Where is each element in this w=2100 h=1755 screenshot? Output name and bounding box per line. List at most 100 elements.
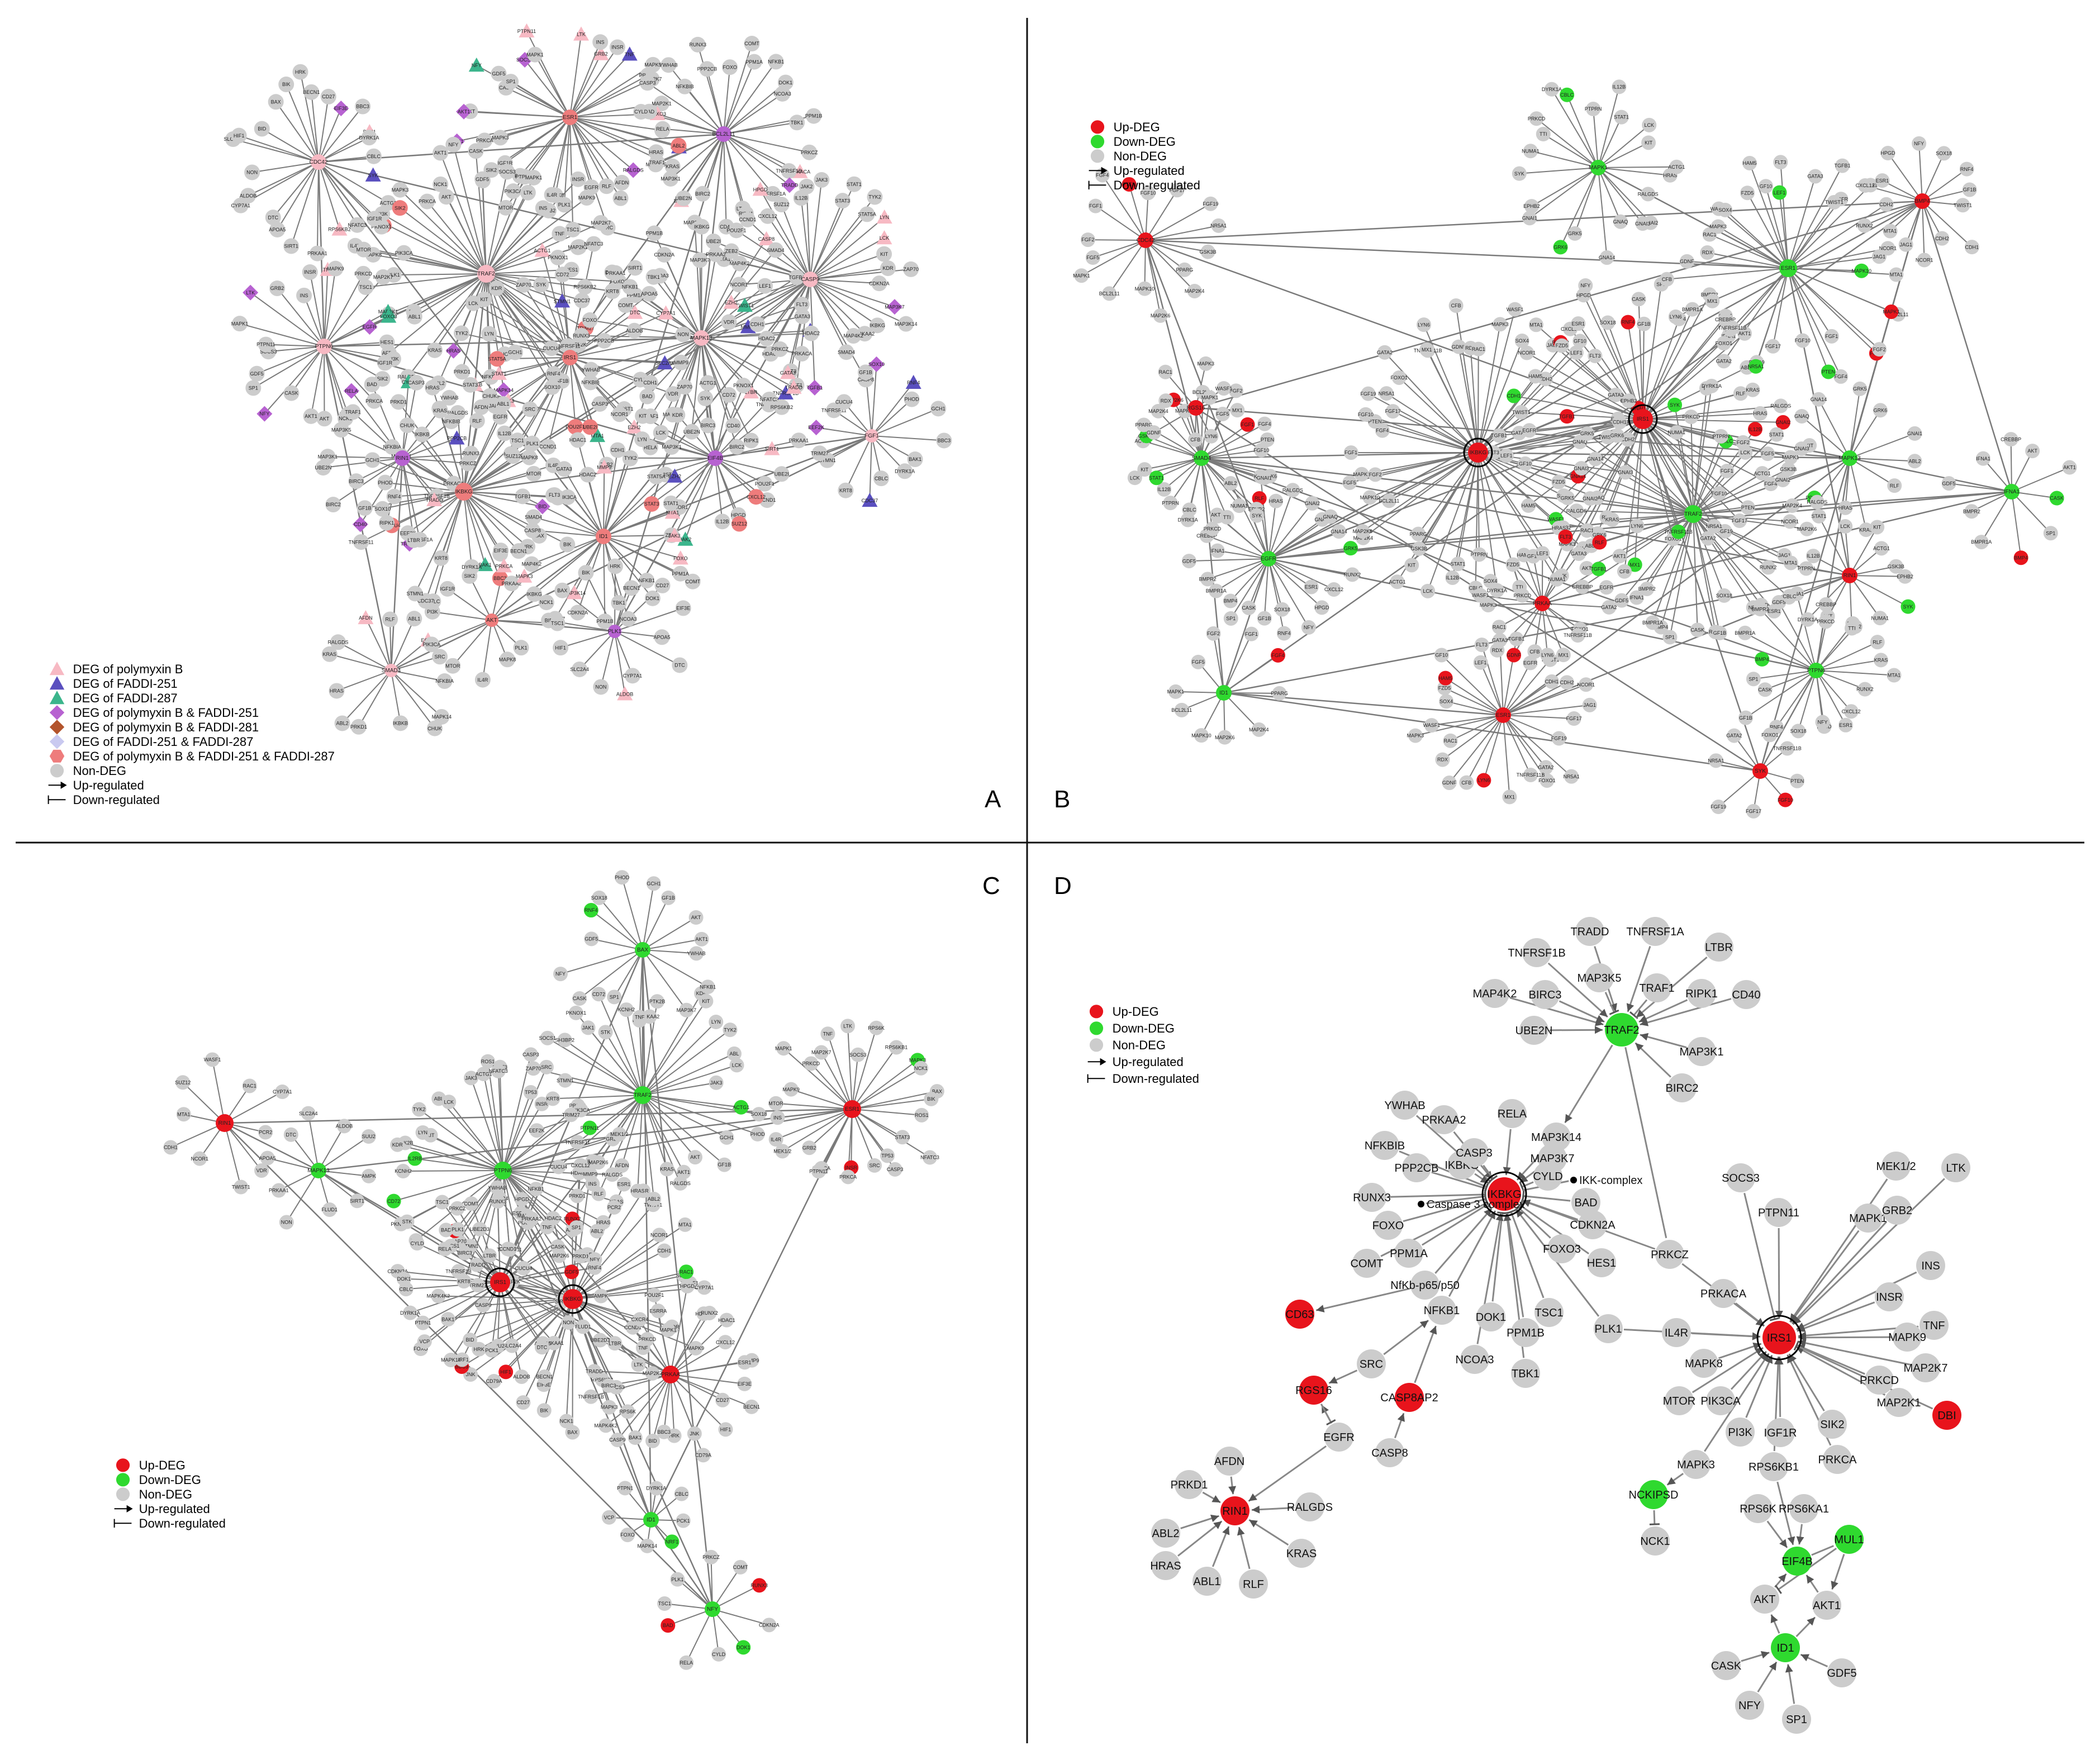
node-label: CXCL12	[716, 1339, 735, 1345]
node-label: LTBR	[745, 389, 758, 395]
hub-label: IRS1	[1637, 416, 1650, 422]
node	[1617, 564, 1632, 579]
node	[1609, 428, 1624, 443]
node-label: DTC	[537, 1344, 548, 1350]
edge-abl1-rin1	[1211, 1526, 1230, 1567]
edge-line	[1431, 1171, 1486, 1190]
node-label: SIK2	[1820, 1419, 1844, 1431]
node-label: STK	[601, 1029, 611, 1035]
edge	[239, 135, 319, 163]
edge	[810, 237, 885, 280]
edge	[809, 1109, 853, 1148]
node-label: MAP4K2	[1473, 988, 1517, 1000]
legend-item-deg-of-polymyxin-b: DEG of polymyxin B	[49, 662, 183, 676]
edge	[1674, 405, 1694, 515]
node-label: SIK2	[377, 376, 388, 382]
node-label: CASK	[499, 85, 513, 91]
node	[1775, 472, 1790, 487]
node	[583, 1167, 598, 1182]
edge	[579, 631, 615, 670]
node-marker	[1766, 1418, 1795, 1447]
edges	[232, 31, 944, 729]
edge-line	[1778, 1356, 1781, 1418]
edge	[1745, 632, 1817, 671]
node-marker	[1460, 1138, 1489, 1167]
node	[488, 280, 505, 296]
node	[1783, 514, 1798, 529]
edge	[1598, 166, 1677, 168]
node-label: SIRT1	[765, 446, 779, 452]
hub-node-egfr: EGFR	[1261, 551, 1276, 567]
node-label: SP1	[572, 1225, 581, 1230]
node-label: RNF4	[1277, 631, 1291, 636]
edge	[483, 1073, 503, 1171]
edge	[642, 917, 697, 950]
edge-line	[1627, 946, 1651, 1012]
edge	[318, 161, 389, 203]
node-label: STAT1	[663, 501, 678, 506]
node-label: GRK5	[1580, 431, 1594, 436]
node-label: GNAI2	[1583, 496, 1598, 501]
node-label: SOX18	[1790, 728, 1807, 734]
node-label: JAG1	[1583, 702, 1596, 708]
node	[737, 1355, 752, 1370]
edge	[652, 1374, 671, 1442]
edge	[358, 670, 392, 727]
hub-label: SMAD4	[1192, 455, 1211, 462]
edge	[1642, 367, 1747, 420]
edge-line	[1797, 1301, 1875, 1332]
node-label: CASP9	[475, 1302, 492, 1308]
node-sp1: SP1	[1782, 1705, 1811, 1734]
hub-node-ifna1: IFNA1	[2004, 484, 2020, 500]
node	[400, 1214, 415, 1229]
node-label: SOX18	[1600, 320, 1616, 326]
node-label: FLT3	[549, 492, 560, 498]
node-label: FGF4	[1096, 173, 1109, 178]
node-label: DTC	[268, 215, 278, 220]
node-label: LTK	[634, 1362, 643, 1368]
node-label: TGFB1	[515, 494, 531, 500]
node	[1272, 686, 1287, 701]
node-label: RAC1	[1580, 528, 1594, 534]
node	[1327, 582, 1342, 597]
node-label: PCK1	[677, 1518, 690, 1524]
node-label: PTPRN	[1585, 106, 1602, 112]
node-label: GF1B	[1739, 715, 1752, 721]
edge	[1788, 165, 1843, 269]
hub-node-akt: AKT	[485, 613, 498, 627]
edge	[1693, 513, 1775, 612]
hub-node-nfy: NFY	[705, 1601, 720, 1617]
edge	[318, 96, 329, 163]
node-label: MAP2K6	[1151, 313, 1171, 318]
node-label: CCND1	[758, 497, 776, 503]
node-label: PTPN11	[581, 1125, 599, 1131]
edge	[642, 1095, 727, 1138]
node-label: HIF1	[500, 1369, 511, 1374]
node	[587, 1364, 602, 1379]
node	[498, 1364, 514, 1380]
node	[1783, 450, 1798, 465]
node	[1799, 521, 1814, 536]
node	[663, 439, 680, 455]
edge	[1723, 268, 1789, 362]
node	[1870, 635, 1885, 650]
node	[443, 413, 459, 430]
node-label: YWHAB	[687, 951, 706, 957]
node-label: GDF5	[1942, 481, 1955, 486]
node-caspase-3-complex: Caspase 3 complex	[1418, 1198, 1525, 1211]
node	[622, 279, 638, 295]
node-label: HPGD	[515, 1197, 530, 1202]
node-label: TNFRSF11B	[1564, 632, 1592, 638]
node	[462, 377, 478, 393]
node	[1854, 263, 1869, 278]
node	[1838, 519, 1853, 534]
edge	[663, 254, 702, 339]
node-label: CUCU4	[550, 1164, 567, 1170]
edge	[391, 670, 401, 724]
node-label: MAP2K7	[1904, 1362, 1948, 1374]
node-label: EEF2K	[571, 342, 587, 348]
node-label: IFNA1	[1629, 595, 1644, 601]
hub-node-id1: ID1	[596, 529, 611, 544]
edge	[661, 432, 716, 459]
node-label: IGF1R	[367, 216, 382, 222]
